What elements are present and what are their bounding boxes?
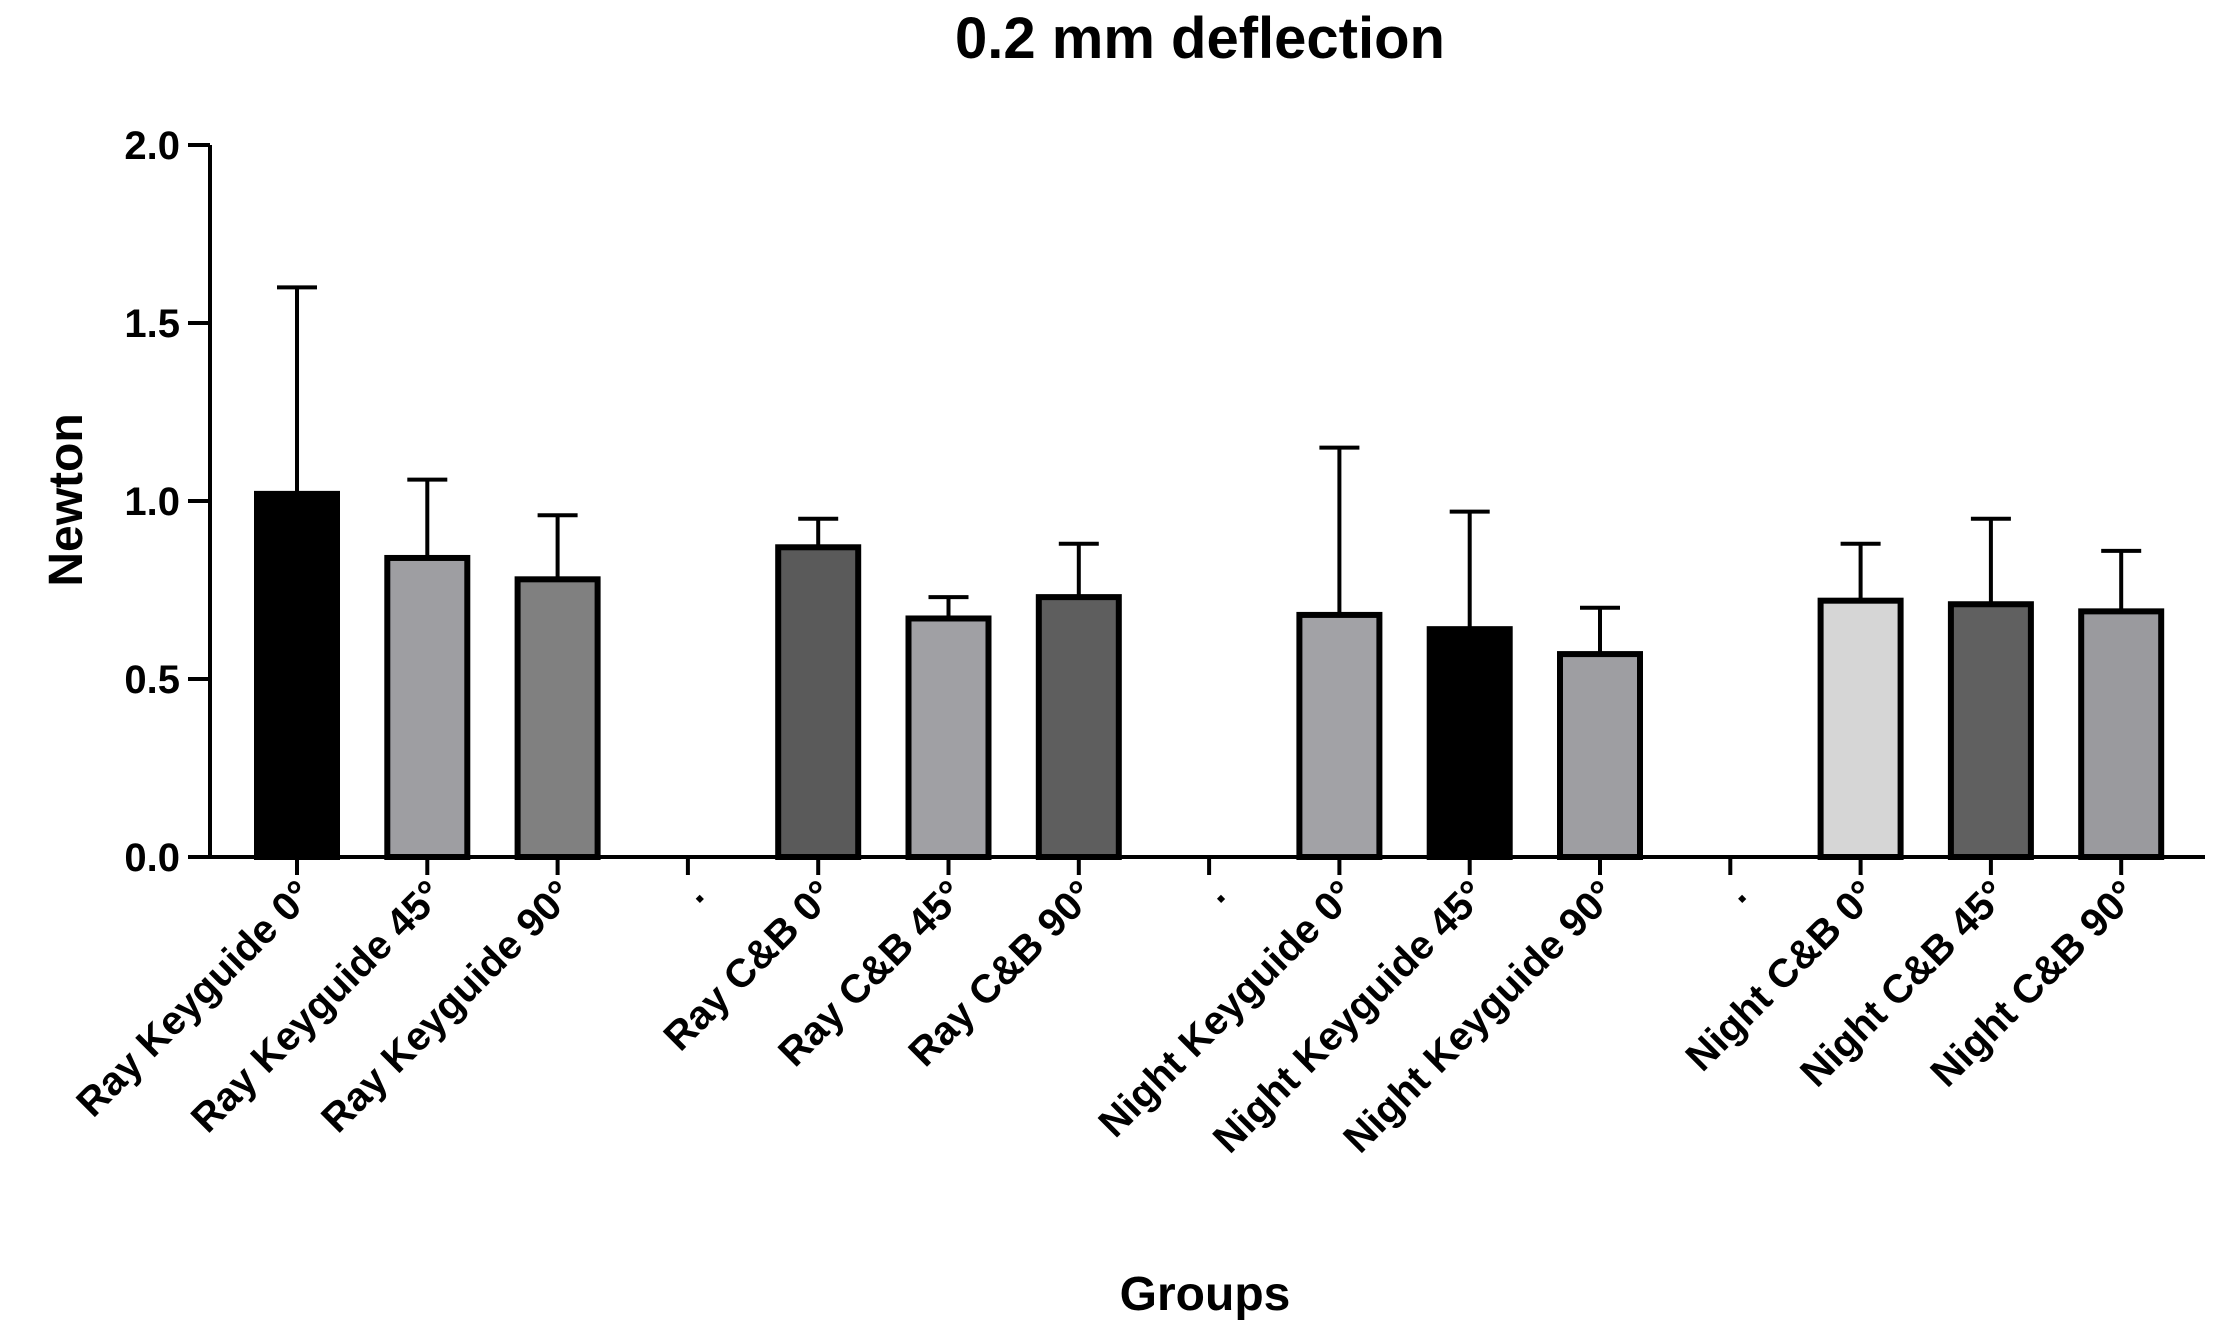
bar [514,576,601,860]
bar [905,615,992,860]
bar [1817,597,1904,860]
y-tick-label: 2.0 [124,124,180,168]
bar [1296,611,1383,860]
x-tick-label: Ray Keyguide 45° [183,872,452,1141]
x-tick-label: Ray Keyguide 90° [313,872,582,1141]
bar [254,490,340,860]
x-tick-label: Night Keyguide 0° [1090,872,1363,1145]
y-axis-label: Newton [40,413,93,586]
bar [1557,651,1643,861]
x-tick-label: . [1716,872,1755,911]
x-tick-label: . [673,872,712,911]
bar [2078,608,2165,860]
bar [1035,594,1122,860]
bar [1947,601,2034,860]
x-axis-label: Groups [1120,1268,1291,1321]
y-tick-label: 0.5 [124,658,180,702]
chart-title: 0.2 mm deflection [955,6,1445,71]
y-tick-label: 0.0 [124,836,180,880]
plot-area: 0.0 0.5 1.0 1.5 2.0 Ray Keyguide 0°Ray Keygui… [68,124,2205,1161]
y-tick-label: 1.5 [124,302,180,346]
x-tick-label: Ray Keyguide 0° [68,872,321,1125]
x-tick-label: . [1194,872,1233,911]
bar [1426,626,1513,860]
bar [384,554,471,861]
y-tick-label: 1.0 [124,480,180,524]
bar [775,544,862,861]
